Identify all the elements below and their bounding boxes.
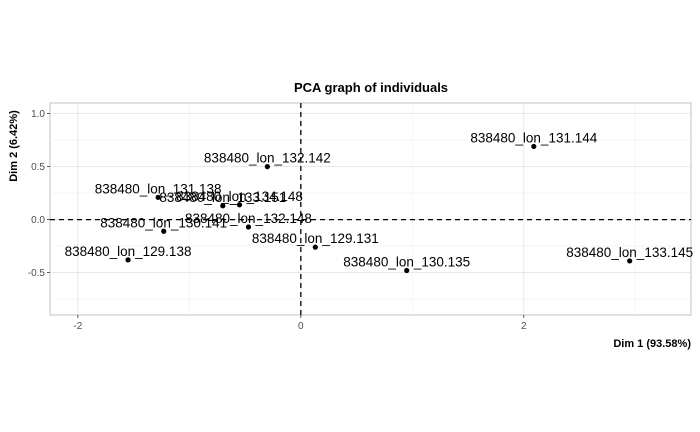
panel-border bbox=[49, 102, 692, 316]
point-label: 838480_lon_134.148 bbox=[176, 189, 303, 204]
point-label: 838480_lon_130.141 bbox=[100, 215, 227, 230]
data-point bbox=[220, 203, 226, 209]
x-tick-label: -2 bbox=[73, 321, 82, 332]
point-label: 838480_lon_133.151 bbox=[159, 190, 286, 205]
x-axis: -2 0 2 bbox=[73, 315, 527, 332]
x-axis-title: Dim 1 (93.58%) bbox=[613, 338, 691, 350]
data-point bbox=[404, 267, 410, 274]
data-point bbox=[155, 194, 161, 200]
data-point bbox=[531, 143, 537, 150]
x-tick-label: 0 bbox=[298, 321, 304, 332]
data-point bbox=[627, 258, 633, 264]
plot-panel bbox=[49, 102, 692, 316]
data-point bbox=[312, 244, 318, 250]
data-point bbox=[245, 224, 252, 230]
y-tick-label: 0.0 bbox=[31, 215, 45, 226]
chart-title: PCA graph of individuals bbox=[294, 80, 448, 95]
data-point bbox=[236, 202, 243, 208]
data-point bbox=[161, 228, 167, 234]
point-label: 838480_lon_129.131 bbox=[252, 231, 379, 246]
y-axis: -0.5 0.0 0.5 1.0 bbox=[28, 109, 50, 279]
point-label: 838480_lon_131.138 bbox=[95, 181, 222, 196]
data-point bbox=[264, 164, 270, 170]
point-label: 838480_lon_130.135 bbox=[343, 254, 470, 269]
y-tick-label: 0.5 bbox=[31, 162, 45, 173]
point-label: 838480_lon_133.145 bbox=[566, 245, 693, 260]
point-label: 838480_lon_132.148 bbox=[185, 211, 312, 226]
y-axis-title: Dim 2 (6.42%) bbox=[8, 110, 20, 182]
y-tick-label: -0.5 bbox=[28, 268, 46, 279]
data-points: 838480_lon_131.144 838480_lon_132.142 8384… bbox=[65, 130, 693, 274]
y-tick-label: 1.0 bbox=[31, 109, 45, 120]
point-label: 838480_lon_129.138 bbox=[65, 244, 192, 259]
point-label: 838480_lon_131.144 bbox=[470, 130, 597, 145]
data-point bbox=[125, 257, 131, 263]
x-tick-label: 2 bbox=[521, 321, 527, 332]
point-label: 838480_lon_132.142 bbox=[204, 151, 331, 166]
